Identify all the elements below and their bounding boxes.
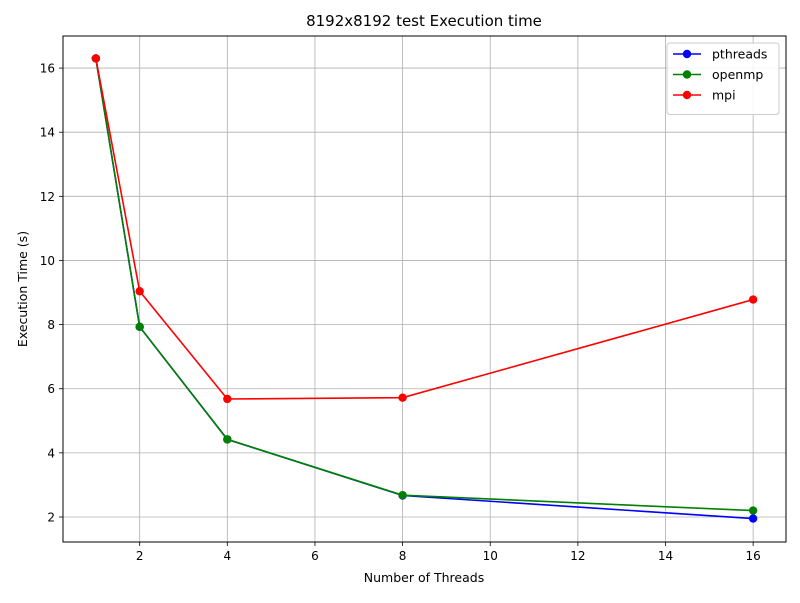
series-layer xyxy=(91,54,758,523)
chart-title: 8192x8192 test Execution time xyxy=(306,12,542,30)
series-line-openmp xyxy=(95,58,754,512)
data-point-mpi xyxy=(91,54,101,63)
y-axis-label: Execution Time (s) xyxy=(15,231,30,347)
data-point-mpi xyxy=(135,287,144,296)
x-tick-label: 2 xyxy=(136,549,144,563)
legend-box xyxy=(666,42,780,115)
legend-marker-openmp xyxy=(682,70,692,79)
x-tick-label: 10 xyxy=(483,549,498,563)
x-axis-label: Number of Threads xyxy=(364,570,484,585)
data-point-openmp xyxy=(135,322,144,332)
grid xyxy=(63,36,786,542)
legend-marker-mpi xyxy=(682,90,692,100)
data-point-mpi xyxy=(748,295,758,304)
y-tick-label: 6 xyxy=(47,382,55,396)
x-tick-label: 4 xyxy=(223,549,231,563)
y-tick-label: 12 xyxy=(40,190,55,204)
y-tick-label: 10 xyxy=(40,254,55,268)
y-tick-label: 2 xyxy=(47,510,55,524)
x-tick-label: 14 xyxy=(658,549,673,563)
series-line-mpi xyxy=(95,58,754,400)
x-tick-label: 16 xyxy=(745,549,760,563)
legend-label-pthreads: pthreads xyxy=(712,47,767,62)
legend-label-openmp: openmp xyxy=(712,67,763,82)
legend-label-mpi: mpi xyxy=(712,88,736,103)
x-tick-label: 8 xyxy=(399,549,407,563)
legend-marker-pthreads xyxy=(682,49,692,59)
y-tick-label: 4 xyxy=(47,446,55,460)
data-point-pthreads xyxy=(748,514,758,523)
y-tick-label: 14 xyxy=(40,126,55,140)
data-point-openmp xyxy=(223,435,232,444)
legend: pthreads openmp mpi xyxy=(666,42,780,115)
data-point-openmp xyxy=(398,490,407,500)
y-tick-label: 8 xyxy=(47,318,55,332)
x-tick-label: 12 xyxy=(570,549,585,563)
plot-frame xyxy=(62,35,787,543)
data-point-mpi xyxy=(223,394,232,404)
ticks: 2 4 6 8 10 12 14 16 2 4 6 8 10 12 14 16 xyxy=(40,62,761,563)
y-tick-label: 16 xyxy=(40,62,55,76)
data-point-openmp xyxy=(748,506,758,515)
x-tick-label: 6 xyxy=(311,549,319,563)
data-point-mpi xyxy=(398,393,407,402)
series-line-pthreads xyxy=(95,58,754,520)
